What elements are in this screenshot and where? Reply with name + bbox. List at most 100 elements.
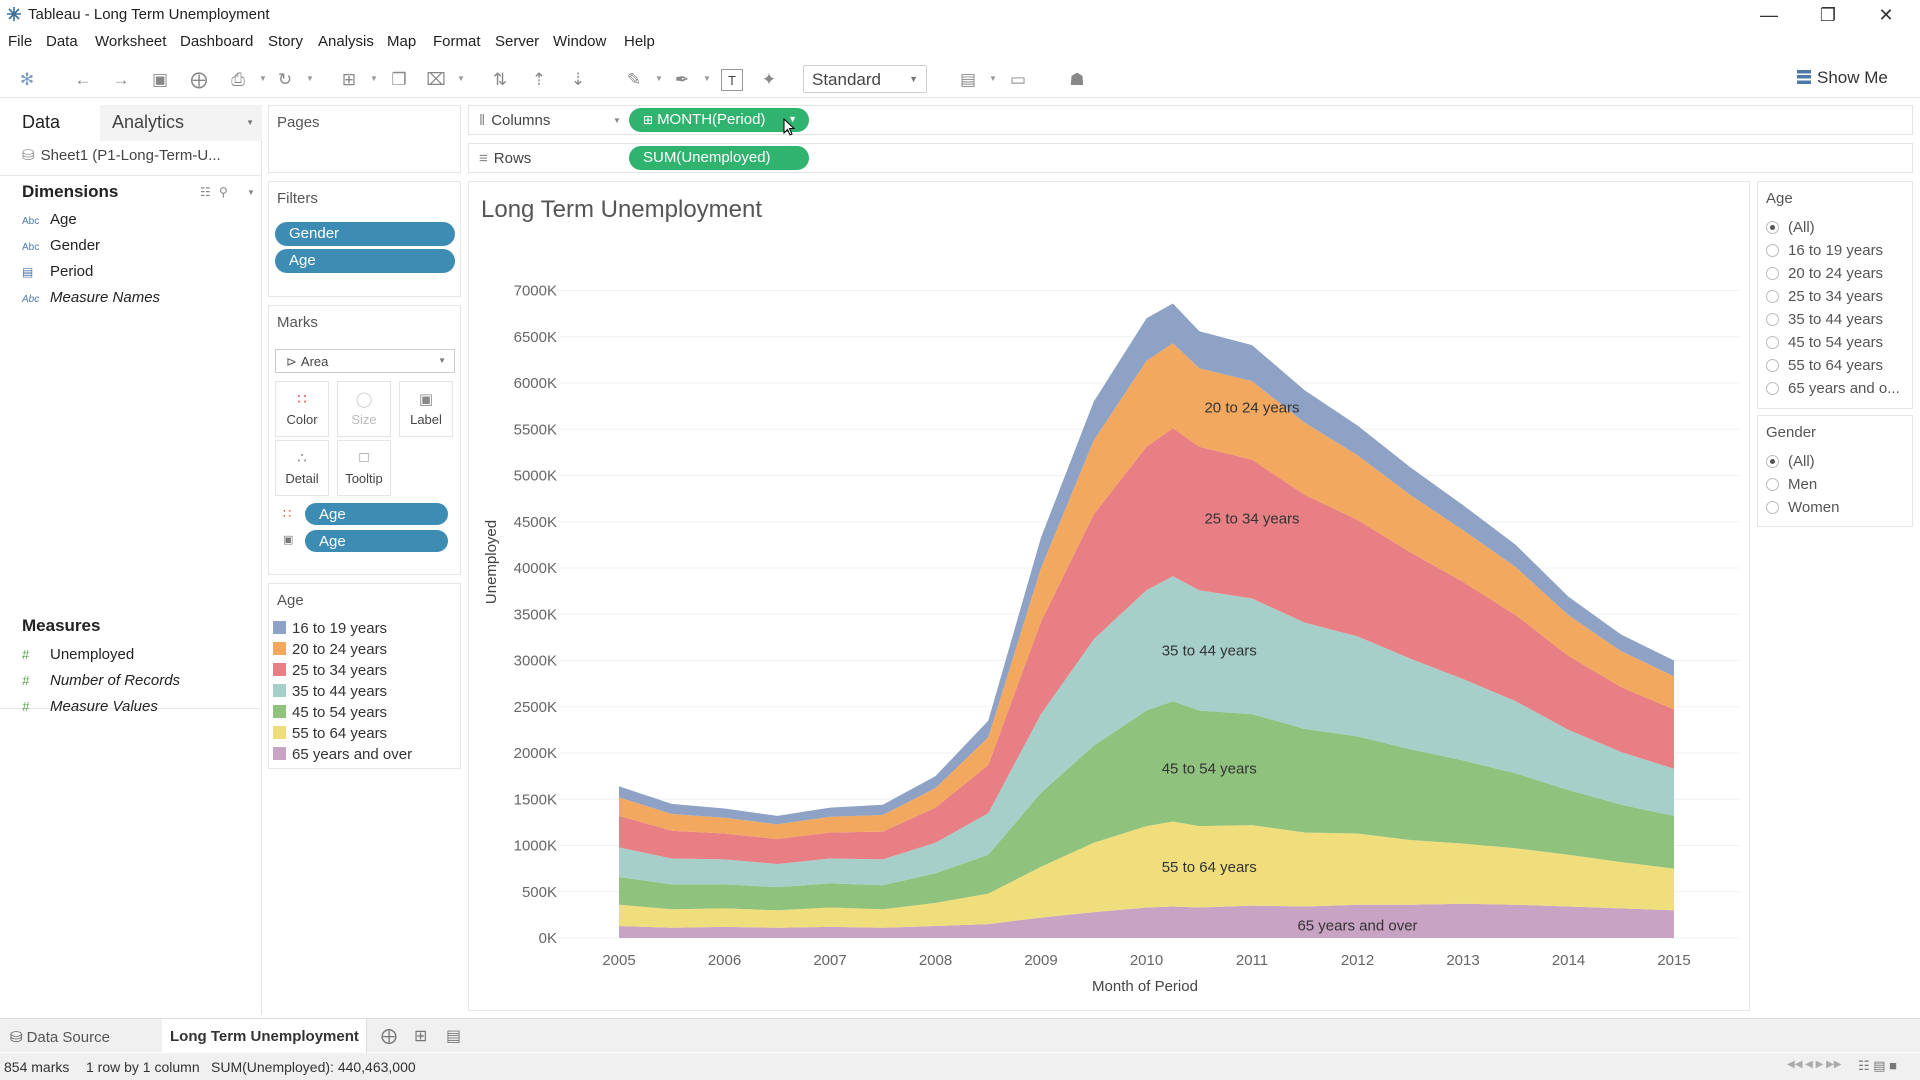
- pages-shelf[interactable]: Pages: [268, 105, 461, 173]
- radio-button[interactable]: [1766, 313, 1779, 326]
- tooltip-button[interactable]: □ Tooltip: [337, 440, 391, 496]
- radio-button[interactable]: [1766, 221, 1779, 234]
- mark-type-select[interactable]: ⊳ Area ▼: [275, 349, 455, 373]
- grid-view-icon[interactable]: ☷ ▤ ■: [1858, 1058, 1898, 1073]
- tab-analytics[interactable]: Analytics ▼: [100, 105, 262, 141]
- legend-item[interactable]: 20 to 24 years: [273, 641, 387, 658]
- new-worksheet-icon[interactable]: ⨁: [381, 1028, 397, 1045]
- columns-shelf[interactable]: ‖ Columns ▼ ⊞ MONTH(Period) ▼: [468, 105, 1913, 136]
- radio-button[interactable]: [1766, 244, 1779, 257]
- view-cards-icon[interactable]: ☷: [200, 185, 211, 199]
- sort-descending-icon[interactable]: ⇣: [570, 70, 586, 89]
- radio-button[interactable]: [1766, 359, 1779, 372]
- menu-analysis[interactable]: Analysis: [318, 33, 374, 50]
- gender-filter-option[interactable]: (All): [1766, 453, 1815, 470]
- detail-button[interactable]: ∴ Detail: [275, 440, 329, 496]
- data-source-item[interactable]: ⛁ Sheet1 (P1-Long-Term-U...: [22, 146, 221, 164]
- new-worksheet-icon[interactable]: ⊞: [341, 70, 357, 89]
- age-filter-option[interactable]: (All): [1766, 219, 1815, 236]
- restore-button[interactable]: ❐: [1819, 5, 1837, 25]
- radio-button[interactable]: [1766, 455, 1779, 468]
- menu-window[interactable]: Window: [553, 33, 607, 50]
- radio-button[interactable]: [1766, 478, 1779, 491]
- presentation-mode-icon[interactable]: ▭: [1009, 70, 1027, 89]
- chevron-down-icon[interactable]: ▼: [247, 188, 255, 197]
- menu-format[interactable]: Format: [433, 33, 481, 50]
- save-icon[interactable]: ▣: [151, 70, 169, 89]
- filters-shelf[interactable]: Filters Gender Age: [268, 181, 461, 297]
- age-filter-option[interactable]: 45 to 54 years: [1766, 334, 1883, 351]
- show-cards-icon[interactable]: ▤: [959, 70, 977, 89]
- fit-select[interactable]: Standard ▼: [803, 65, 927, 93]
- field-number-of-records[interactable]: # Number of Records: [22, 672, 180, 689]
- undo-icon[interactable]: ←: [74, 70, 92, 89]
- menu-dashboard[interactable]: Dashboard: [180, 33, 254, 50]
- rows-pill-sum-unemployed[interactable]: SUM(Unemployed): [629, 146, 809, 170]
- age-filter-option[interactable]: 20 to 24 years: [1766, 265, 1883, 282]
- rows-shelf[interactable]: ≡ Rows SUM(Unemployed): [468, 143, 1913, 173]
- size-button[interactable]: ◯ Size: [337, 381, 391, 437]
- color-button[interactable]: ∷ Color: [275, 381, 329, 437]
- menu-help[interactable]: Help: [624, 33, 655, 50]
- age-filter-option[interactable]: 16 to 19 years: [1766, 242, 1883, 259]
- share-icon[interactable]: ☗: [1069, 70, 1085, 89]
- radio-button[interactable]: [1766, 501, 1779, 514]
- age-filter-option[interactable]: 25 to 34 years: [1766, 288, 1883, 305]
- columns-pill-month-period[interactable]: ⊞ MONTH(Period) ▼: [629, 108, 809, 132]
- menu-server[interactable]: Server: [495, 33, 540, 50]
- gender-filter-option[interactable]: Men: [1766, 476, 1817, 493]
- sort-ascending-icon[interactable]: ⇡: [531, 70, 547, 89]
- clear-sheet-icon[interactable]: ⌧: [426, 70, 446, 89]
- marks-pill-age-label[interactable]: Age: [305, 530, 448, 552]
- menu-data[interactable]: Data: [46, 33, 78, 50]
- label-button[interactable]: ▣ Label: [399, 381, 453, 437]
- tab-data-source[interactable]: ⛁ Data Source: [10, 1029, 110, 1046]
- highlight-icon[interactable]: ✎: [626, 70, 642, 89]
- menu-file[interactable]: File: [8, 33, 33, 50]
- worksheet-view[interactable]: Long Term Unemployment 0K 500K 1000K 1500K 2…: [468, 181, 1750, 1011]
- close-button[interactable]: ✕: [1878, 5, 1894, 25]
- radio-button[interactable]: [1766, 336, 1779, 349]
- tab-long-term-unemployment[interactable]: Long Term Unemployment: [162, 1019, 367, 1053]
- search-icon[interactable]: ⚲: [219, 185, 228, 199]
- page-nav-icon[interactable]: ◀◀ ◀ ▶ ▶▶: [1787, 1059, 1842, 1070]
- refresh-icon[interactable]: ↻: [277, 70, 293, 89]
- redo-icon[interactable]: →: [112, 70, 130, 89]
- menu-story[interactable]: Story: [268, 33, 304, 50]
- tab-data[interactable]: Data: [22, 112, 61, 132]
- minimize-button[interactable]: —: [1760, 5, 1778, 25]
- group-icon[interactable]: ✒: [674, 70, 690, 89]
- pill-menu-chevron-icon[interactable]: ▼: [788, 114, 797, 124]
- tableau-home-icon[interactable]: ✻: [19, 70, 35, 89]
- age-filter-option[interactable]: 65 years and o...: [1766, 380, 1900, 397]
- swap-icon[interactable]: ⇅: [492, 70, 508, 89]
- field-gender[interactable]: Abc Gender: [22, 237, 100, 254]
- duplicate-sheet-icon[interactable]: ❐: [391, 70, 407, 89]
- menu-worksheet[interactable]: Worksheet: [95, 33, 167, 50]
- legend-item[interactable]: 25 to 34 years: [273, 662, 387, 679]
- radio-button[interactable]: [1766, 290, 1779, 303]
- new-dashboard-icon[interactable]: ⊞: [414, 1028, 428, 1045]
- filter-pill-age[interactable]: Age: [275, 249, 455, 273]
- legend-item[interactable]: 55 to 64 years: [273, 725, 387, 742]
- pin-icon[interactable]: ✦: [761, 70, 777, 89]
- radio-button[interactable]: [1766, 267, 1779, 280]
- filter-pill-gender[interactable]: Gender: [275, 222, 455, 246]
- age-filter-option[interactable]: 55 to 64 years: [1766, 357, 1883, 374]
- menu-map[interactable]: Map: [387, 33, 417, 50]
- radio-button[interactable]: [1766, 382, 1779, 395]
- new-datasource-icon[interactable]: ⨁: [190, 70, 208, 89]
- gender-filter-option[interactable]: Women: [1766, 499, 1839, 516]
- legend-item[interactable]: 65 years and over: [273, 746, 412, 763]
- new-story-icon[interactable]: ▤: [446, 1028, 462, 1045]
- field-period[interactable]: ▤ Period: [22, 263, 93, 280]
- pause-updates-icon[interactable]: ⎙: [231, 70, 245, 89]
- field-age[interactable]: Abc Age: [22, 211, 77, 228]
- chevron-down-icon[interactable]: ▼: [613, 116, 621, 125]
- show-labels-icon[interactable]: T: [721, 69, 743, 91]
- field-measure-values[interactable]: # Measure Values: [22, 698, 158, 715]
- legend-item[interactable]: 45 to 54 years: [273, 704, 387, 721]
- field-measure-names[interactable]: Abc Measure Names: [22, 289, 160, 306]
- area-chart[interactable]: 0K 500K 1000K 1500K 2000K 2500K 3000K 3500K 4000…: [469, 182, 1751, 1012]
- legend-item[interactable]: 16 to 19 years: [273, 620, 387, 637]
